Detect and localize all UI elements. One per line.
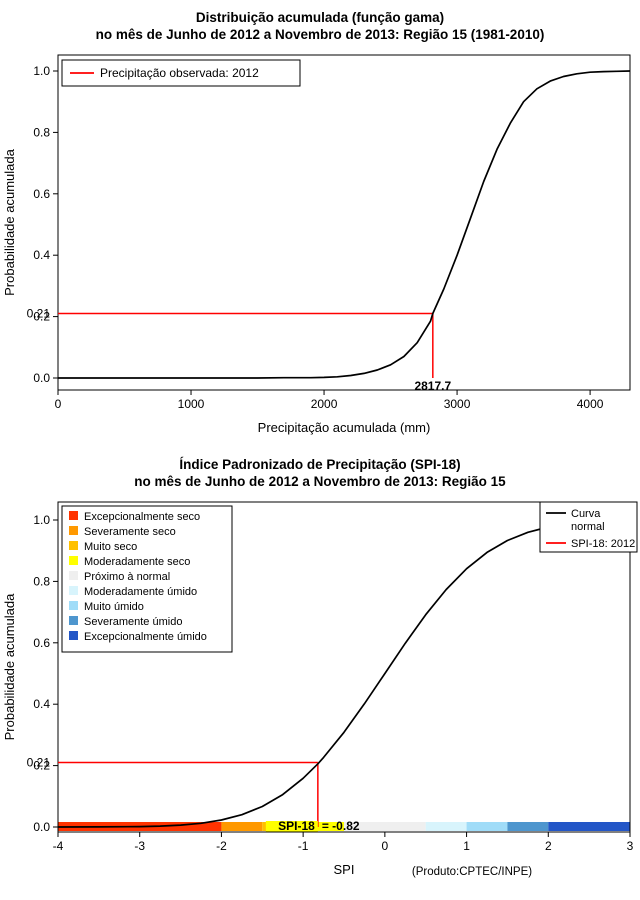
line-legend-label: SPI-18: 2012	[571, 538, 635, 550]
y-axis-title: Probabilidade acumulada	[2, 593, 17, 740]
spi-colorbar-segment	[344, 822, 426, 831]
category-swatch	[69, 556, 78, 565]
legend-label: Precipitação observada: 2012	[100, 66, 259, 80]
observed-probability-label: 0.21	[27, 756, 51, 770]
spi-colorbar-segment	[425, 822, 467, 831]
x-tick-label: 3000	[444, 397, 471, 411]
category-legend-box	[61, 505, 233, 653]
category-swatch	[69, 571, 78, 580]
category-label: Moderadamente úmido	[84, 586, 197, 598]
x-tick-label: 0	[382, 839, 389, 853]
x-tick-label: 1	[463, 839, 470, 853]
plot-border	[57, 54, 631, 391]
line-legend-label: normal	[571, 521, 605, 533]
y-tick-label: 0.6	[33, 636, 50, 650]
category-label: Próximo à normal	[84, 571, 170, 583]
x-tick-label: -4	[53, 839, 64, 853]
cdf-curve-gamma-cdf	[58, 70, 631, 379]
y-tick-label: 0.0	[33, 371, 50, 385]
spi-chart-titles: Índice Padronizado de Precipitação (SPI-…	[0, 450, 640, 490]
spi-colorbar-segment	[466, 822, 508, 831]
x-tick-label: -2	[216, 839, 227, 853]
x-tick-label: 2	[545, 839, 552, 853]
y-tick-label: 1.0	[33, 64, 50, 78]
line-legend-label: Curva	[571, 508, 601, 520]
y-tick-label: 0.2	[33, 310, 50, 324]
x-axis-title: Precipitação acumulada (mm)	[258, 420, 431, 435]
y-tick-label: 0.4	[33, 697, 50, 711]
y-tick-label: 0.6	[33, 187, 50, 201]
category-label: Severamente úmido	[84, 616, 182, 628]
credit-label: (Produto:CPTEC/INPE)	[412, 866, 532, 878]
spi-chart-title: Índice Padronizado de Precipitação (SPI-…	[179, 457, 461, 472]
spi-cdf-plot: -4 -3 -2 -1 0 1 2 3 0.0 0.2 0.4 0.6 0.8 1.0 SPI Probabi…	[2, 501, 638, 878]
observed-probability-label: 0.21	[27, 307, 51, 321]
category-swatch	[69, 601, 78, 610]
y-tick-label: 0.0	[33, 820, 50, 834]
category-label: Muito úmido	[84, 601, 144, 613]
spi-annotation-name: SPI-18	[278, 819, 315, 833]
category-label: Excepcionalmente úmido	[84, 631, 207, 643]
y-tick-label: 1.0	[33, 513, 50, 527]
x-tick-label: 2000	[311, 397, 338, 411]
category-swatch	[69, 526, 78, 535]
y-tick-label: 0.2	[33, 759, 50, 773]
spi-colorbar-segment	[221, 822, 263, 831]
category-label: Muito seco	[84, 541, 137, 553]
category-swatch	[69, 541, 78, 550]
x-axis-title: SPI	[334, 862, 355, 877]
gamma-chart-title: Distribuição acumulada (função gama)	[195, 10, 445, 25]
y-tick-label: 0.8	[33, 125, 50, 139]
cdf-curve-normal-cdf	[57, 519, 631, 828]
x-tick-label: 3	[627, 839, 634, 853]
spi-colorbar-segment	[507, 822, 549, 831]
y-tick-label: 0.8	[33, 574, 50, 588]
category-swatch	[69, 616, 78, 625]
spi-colorbar-segment	[303, 822, 344, 831]
gamma-cdf-plot: 0 1000 2000 3000 4000 0.0 0.2 0.4 0.6 0.8 1.0 Preci…	[2, 54, 631, 435]
category-label: Excepcionalmente seco	[84, 511, 200, 523]
x-tick-label: 0	[55, 397, 62, 411]
x-tick-label: -1	[298, 839, 309, 853]
category-swatch	[69, 631, 78, 640]
spi-colorbar-segment	[548, 822, 630, 831]
legend-box	[61, 59, 301, 87]
spi-annotation-value: = -0.82	[322, 819, 360, 833]
y-axis-title: Probabilidade acumulada	[2, 148, 17, 295]
category-swatch	[69, 511, 78, 520]
spi-chart-section: Índice Padronizado de Precipitação (SPI-…	[0, 450, 640, 900]
plot-border	[57, 501, 631, 833]
gamma-cdf-chart-section: Distribuição acumulada (função gama) no …	[0, 0, 640, 435]
x-tick-label: -3	[134, 839, 145, 853]
observed-value-label: 2817.7	[414, 379, 451, 393]
category-swatch	[69, 586, 78, 595]
x-tick-label: 1000	[178, 397, 205, 411]
gamma-chart-subtitle: no mês de Junho de 2012 a Novembro de 20…	[95, 27, 545, 42]
category-label: Severamente seco	[84, 526, 176, 538]
spi-annotation-highlight	[265, 821, 318, 832]
category-label: Moderadamente seco	[84, 556, 190, 568]
spi-chart-subtitle: no mês de Junho de 2012 a Novembro de 20…	[134, 474, 506, 489]
gamma-chart-titles: Distribuição acumulada (função gama) no …	[0, 0, 640, 45]
y-tick-label: 0.4	[33, 248, 50, 262]
x-tick-label: 4000	[577, 397, 604, 411]
